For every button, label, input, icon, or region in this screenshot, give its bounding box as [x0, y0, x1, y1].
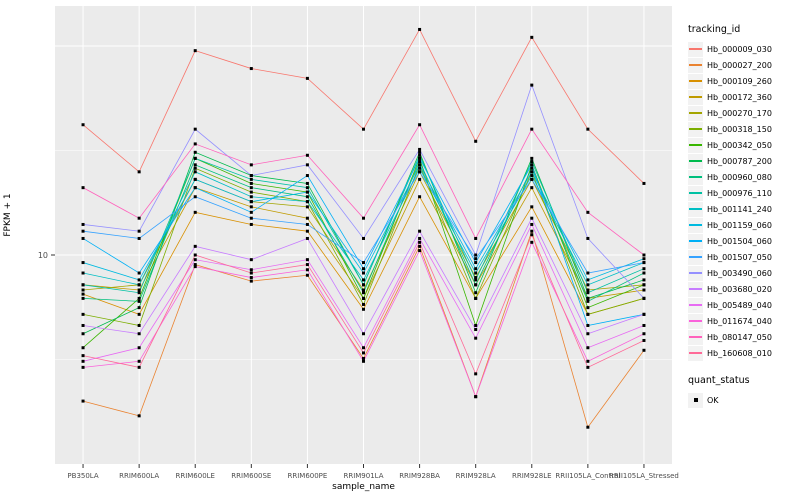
legend-item-Hb_000172_360: Hb_000172_360 — [688, 89, 800, 105]
x-tick-label-RRII105LA_Control: RRII105LA_Control — [555, 472, 620, 480]
legend-label: Hb_000009_030 — [707, 44, 772, 54]
line-swatch-icon — [688, 233, 703, 249]
legend-item-Hb_011674_040: Hb_011674_040 — [688, 313, 800, 329]
legend-label: Hb_000318_150 — [707, 124, 772, 134]
legend-label: Hb_001141_240 — [707, 204, 772, 214]
line-swatch-icon — [688, 345, 703, 361]
legend-label: Hb_160608_010 — [707, 348, 772, 358]
point-icon — [693, 398, 698, 402]
legend-label-ok: OK — [707, 395, 719, 405]
line-swatch-icon — [688, 153, 703, 169]
line-swatch-icon — [688, 297, 703, 313]
line-swatch-icon — [688, 57, 703, 73]
ok-point-key — [688, 392, 703, 408]
line-swatch-icon — [688, 169, 703, 185]
legend-item-Hb_000976_110: Hb_000976_110 — [688, 185, 800, 201]
x-tick-label-RRIM928BA: RRIM928BA — [399, 472, 440, 480]
legend-label: Hb_000342_050 — [707, 140, 772, 150]
data-points — [81, 27, 646, 429]
line-swatch-icon — [688, 105, 703, 121]
legend-label: Hb_000172_360 — [707, 92, 772, 102]
line-swatch-icon — [688, 137, 703, 153]
line-swatch-icon — [688, 265, 703, 281]
legend-item-Hb_160608_010: Hb_160608_010 — [688, 345, 800, 361]
legend-item-Hb_001507_050: Hb_001507_050 — [688, 249, 800, 265]
legend-label: Hb_003490_060 — [707, 268, 772, 278]
legend: tracking_id Hb_000009_030 Hb_000027_200 Hb… — [688, 24, 800, 408]
line-chart: 10 PB350LA RRIM600LA RRIM600LE RRIM600SE RRIM… — [38, 6, 679, 480]
legend-label: Hb_011674_040 — [707, 316, 772, 326]
legend-item-Hb_000318_150: Hb_000318_150 — [688, 121, 800, 137]
line-swatch-icon — [688, 217, 703, 233]
y-axis-title: FPKM + 1 — [3, 193, 13, 237]
tracking-id-legend-items: Hb_000009_030 Hb_000027_200 Hb_000109_260 H… — [688, 41, 800, 361]
line-swatch-icon — [688, 185, 703, 201]
legend-item-Hb_000009_030: Hb_000009_030 — [688, 41, 800, 57]
legend-item-Hb_003490_060: Hb_003490_060 — [688, 265, 800, 281]
line-swatch-icon — [688, 201, 703, 217]
line-swatch-icon — [688, 329, 703, 345]
legend-item-Hb_080147_050: Hb_080147_050 — [688, 329, 800, 345]
x-tick-label-RRIM600PE: RRIM600PE — [287, 472, 327, 480]
legend-item-Hb_001159_060: Hb_001159_060 — [688, 217, 800, 233]
legend-label: Hb_000960_080 — [707, 172, 772, 182]
legend-item-Hb_000270_170: Hb_000270_170 — [688, 105, 800, 121]
line-swatch-icon — [688, 249, 703, 265]
legend-item-ok: OK — [688, 392, 800, 408]
y-tick-label: 10 — [38, 251, 48, 260]
legend-item-Hb_000342_050: Hb_000342_050 — [688, 137, 800, 153]
x-tick-label-RRIM600LA: RRIM600LA — [119, 472, 159, 480]
quant-status-legend-title: quant_status — [688, 375, 750, 386]
legend-label: Hb_001507_050 — [707, 252, 772, 262]
x-tick-label-RRIM928LA: RRIM928LA — [456, 472, 496, 480]
legend-label: Hb_001159_060 — [707, 220, 772, 230]
x-tick-label-RRIM901LA: RRIM901LA — [343, 472, 383, 480]
legend-label: Hb_000270_170 — [707, 108, 772, 118]
axes: 10 PB350LA RRIM600LA RRIM600LE RRIM600SE RRIM… — [38, 251, 679, 480]
legend-label: Hb_000109_260 — [707, 76, 772, 86]
line-swatch-icon — [688, 73, 703, 89]
x-tick-label-PB350LA: PB350LA — [67, 472, 98, 480]
legend-item-Hb_003680_020: Hb_003680_020 — [688, 281, 800, 297]
legend-label: Hb_003680_020 — [707, 284, 772, 294]
legend-label: Hb_005489_040 — [707, 300, 772, 310]
legend-item-Hb_000109_260: Hb_000109_260 — [688, 73, 800, 89]
line-swatch-icon — [688, 89, 703, 105]
x-tick-label-RRIM600SE: RRIM600SE — [231, 472, 271, 480]
legend-label: Hb_000976_110 — [707, 188, 772, 198]
line-swatch-icon — [688, 281, 703, 297]
tracking-id-legend-title: tracking_id — [688, 24, 741, 35]
line-swatch-icon — [688, 41, 703, 57]
legend-item-Hb_005489_040: Hb_005489_040 — [688, 297, 800, 313]
x-tick-label-RRIM600LE: RRIM600LE — [175, 472, 215, 480]
legend-label: Hb_000787_200 — [707, 156, 772, 166]
legend-item-Hb_001141_240: Hb_001141_240 — [688, 201, 800, 217]
legend-item-Hb_001504_060: Hb_001504_060 — [688, 233, 800, 249]
legend-item-Hb_000027_200: Hb_000027_200 — [688, 57, 800, 73]
legend-item-Hb_000960_080: Hb_000960_080 — [688, 169, 800, 185]
x-tick-label-RRII105LA_Stressed: RRII105LA_Stressed — [609, 472, 679, 480]
legend-label: Hb_080147_050 — [707, 332, 772, 342]
legend-item-Hb_000787_200: Hb_000787_200 — [688, 153, 800, 169]
x-axis-title: sample_name — [332, 482, 395, 492]
x-tick-label-RRIM928LE: RRIM928LE — [512, 472, 552, 480]
line-swatch-icon — [688, 313, 703, 329]
legend-label: Hb_001504_060 — [707, 236, 772, 246]
legend-label: Hb_000027_200 — [707, 60, 772, 70]
line-swatch-icon — [688, 121, 703, 137]
